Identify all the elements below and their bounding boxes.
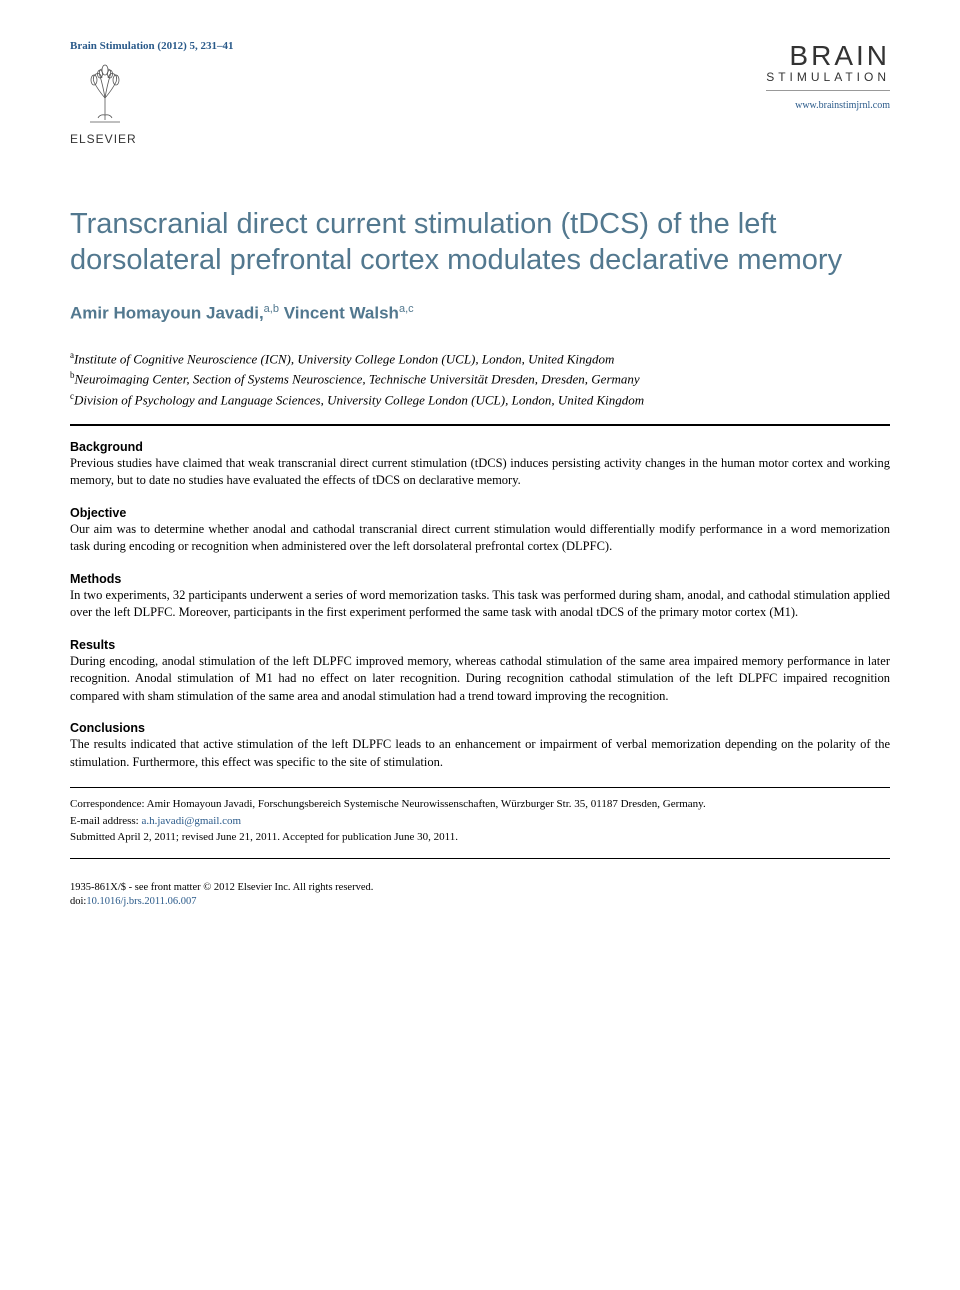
abstract-section: ConclusionsThe results indicated that ac… [70,721,890,771]
elsevier-label: ELSEVIER [70,132,233,146]
header-left: Brain Stimulation (2012) 5, 231–41 [70,40,233,146]
doi-line: doi:10.1016/j.brs.2011.06.007 [70,895,890,910]
abstract-section: ObjectiveOur aim was to determine whethe… [70,506,890,556]
doi-label: doi: [70,896,86,907]
correspondence-block: Correspondence: Amir Homayoun Javadi, Fo… [70,796,890,846]
brand-divider [766,90,890,91]
section-heading: Results [70,638,890,652]
section-body: Previous studies have claimed that weak … [70,455,890,490]
journal-brand: BRAIN STIMULATION www.brainstimjrnl.com [766,40,890,113]
doi-link[interactable]: 10.1016/j.brs.2011.06.007 [86,896,196,907]
affiliation-line: aInstitute of Cognitive Neuroscience (IC… [70,349,890,369]
section-body: In two experiments, 32 participants unde… [70,587,890,622]
correspondence-email-line: E-mail address: a.h.javadi@gmail.com [70,813,890,830]
section-body: The results indicated that active stimul… [70,736,890,771]
section-body: Our aim was to determine whether anodal … [70,521,890,556]
abstract-section: BackgroundPrevious studies have claimed … [70,440,890,490]
elsevier-tree-icon [70,60,140,130]
abstract-section: ResultsDuring encoding, anodal stimulati… [70,638,890,706]
section-heading: Conclusions [70,721,890,735]
abstract-sections: BackgroundPrevious studies have claimed … [70,440,890,772]
elsevier-logo: ELSEVIER [70,60,233,146]
section-heading: Methods [70,572,890,586]
brand-title: BRAIN [766,40,890,72]
email-label: E-mail address: [70,815,139,827]
section-divider-top [70,424,890,426]
brand-url-link[interactable]: www.brainstimjrnl.com [795,100,890,111]
author-list: Amir Homayoun Javadi,a,b Vincent Walsha,… [70,303,890,324]
section-body: During encoding, anodal stimulation of t… [70,653,890,706]
issn-copyright: 1935-861X/$ - see front matter © 2012 El… [70,881,890,896]
abstract-section: MethodsIn two experiments, 32 participan… [70,572,890,622]
page-header: Brain Stimulation (2012) 5, 231–41 [70,40,890,146]
affiliation-line: bNeuroimaging Center, Section of Systems… [70,369,890,389]
journal-reference: Brain Stimulation (2012) 5, 231–41 [70,40,233,52]
section-heading: Background [70,440,890,454]
section-heading: Objective [70,506,890,520]
affiliation-line: cDivision of Psychology and Language Sci… [70,390,890,410]
footer-metadata: 1935-861X/$ - see front matter © 2012 El… [70,881,890,910]
correspondence-divider-top [70,787,890,788]
submission-dates: Submitted April 2, 2011; revised June 21… [70,829,890,846]
affiliations: aInstitute of Cognitive Neuroscience (IC… [70,349,890,410]
brand-subtitle: STIMULATION [766,70,890,84]
correspondence-address: Correspondence: Amir Homayoun Javadi, Fo… [70,796,890,813]
article-title: Transcranial direct current stimulation … [70,206,890,279]
correspondence-divider-bottom [70,858,890,859]
email-link[interactable]: a.h.javadi@gmail.com [141,815,241,827]
